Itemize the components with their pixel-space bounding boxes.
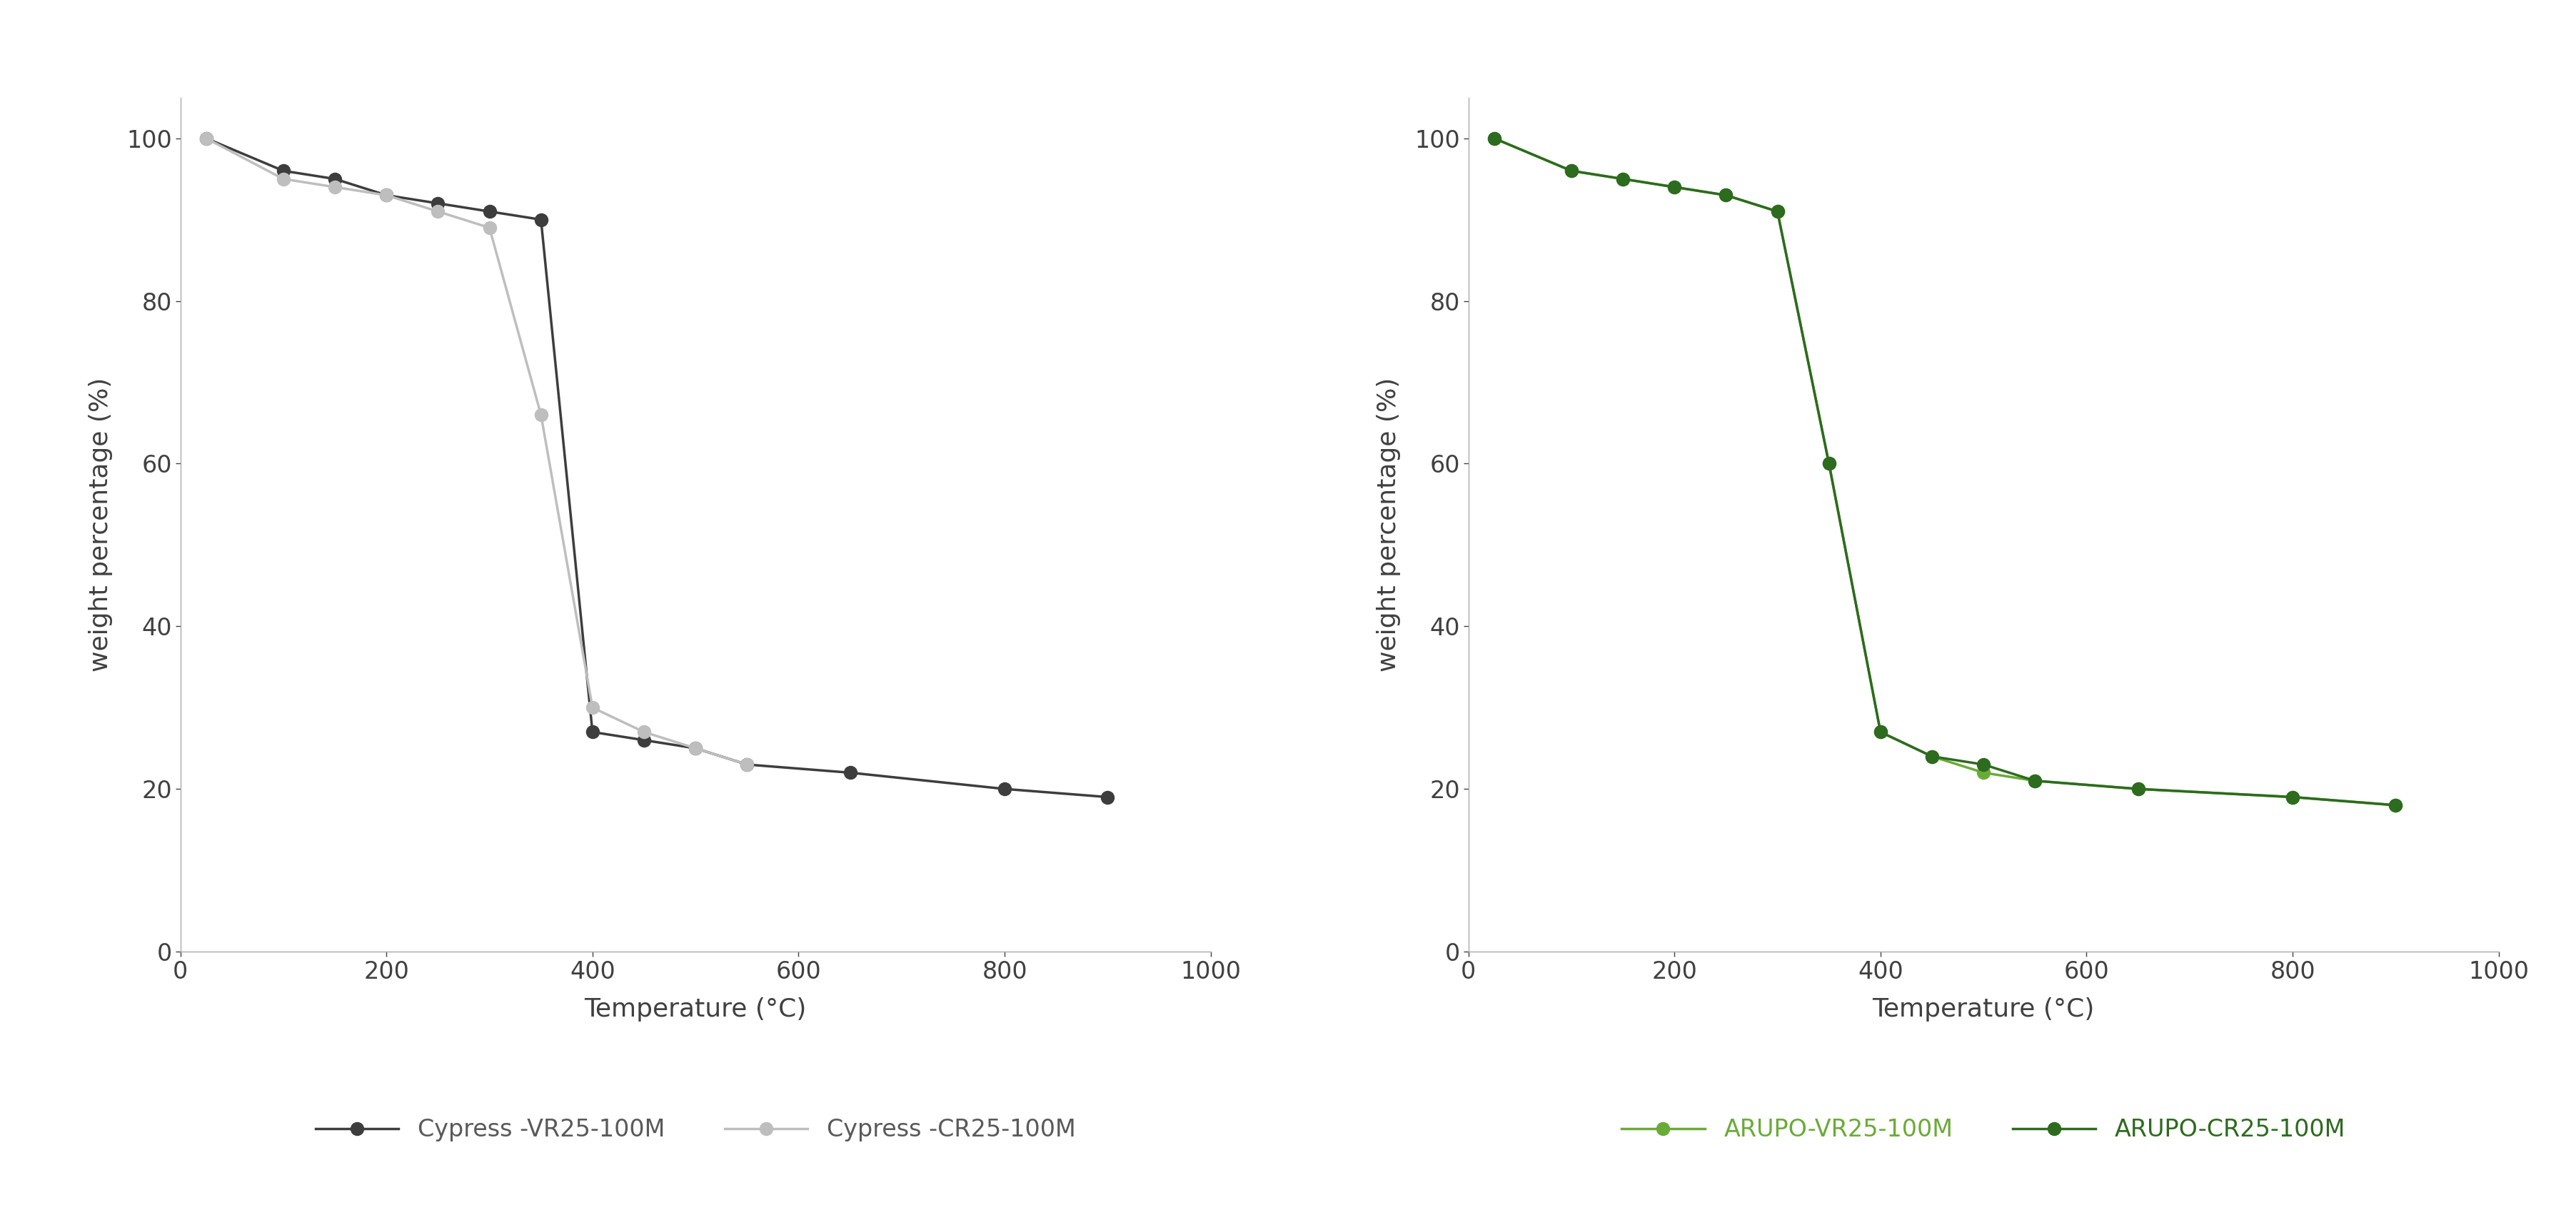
Y-axis label: weight percentage (%): weight percentage (%) xyxy=(88,377,113,672)
Y-axis label: weight percentage (%): weight percentage (%) xyxy=(1376,377,1401,672)
Legend: ARUPO-VR25-100M, ARUPO-CR25-100M: ARUPO-VR25-100M, ARUPO-CR25-100M xyxy=(1613,1109,2354,1152)
Legend: Cypress -VR25-100M, Cypress -CR25-100M: Cypress -VR25-100M, Cypress -CR25-100M xyxy=(307,1109,1084,1152)
X-axis label: Temperature (°C): Temperature (°C) xyxy=(585,998,806,1021)
X-axis label: Temperature (°C): Temperature (°C) xyxy=(1873,998,2094,1021)
